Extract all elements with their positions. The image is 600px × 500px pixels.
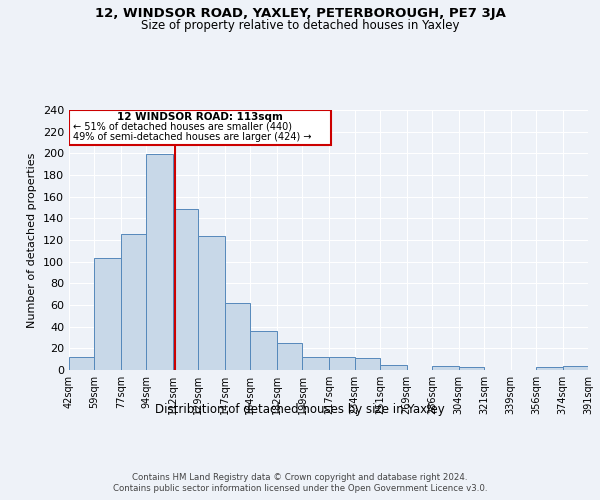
Bar (329, 357, 355, 370)
Text: Contains HM Land Registry data © Crown copyright and database right 2024.: Contains HM Land Registry data © Crown c… (132, 472, 468, 482)
Text: 49% of semi-detached houses are larger (424) →: 49% of semi-detached houses are larger (… (73, 132, 312, 141)
Bar (458, 367, 484, 370)
Text: 12 WINDSOR ROAD: 113sqm: 12 WINDSOR ROAD: 113sqm (117, 112, 283, 122)
Bar (199, 236, 225, 370)
FancyBboxPatch shape (69, 110, 331, 144)
Bar (173, 208, 199, 370)
Bar (225, 303, 250, 370)
Text: Size of property relative to detached houses in Yaxley: Size of property relative to detached ho… (141, 19, 459, 32)
Bar (121, 234, 146, 370)
Bar (536, 367, 563, 370)
Y-axis label: Number of detached properties: Number of detached properties (28, 152, 37, 328)
Bar (94, 258, 121, 370)
Bar (69, 357, 94, 370)
Bar (302, 357, 329, 370)
Bar (563, 366, 588, 370)
Bar (380, 364, 407, 370)
Text: 12, WINDSOR ROAD, YAXLEY, PETERBOROUGH, PE7 3JA: 12, WINDSOR ROAD, YAXLEY, PETERBOROUGH, … (95, 8, 505, 20)
Bar (432, 366, 458, 370)
Text: Distribution of detached houses by size in Yaxley: Distribution of detached houses by size … (155, 402, 445, 415)
Text: Contains public sector information licensed under the Open Government Licence v3: Contains public sector information licen… (113, 484, 487, 493)
Bar (355, 358, 380, 370)
Bar (250, 331, 277, 370)
Text: ← 51% of detached houses are smaller (440): ← 51% of detached houses are smaller (44… (73, 122, 292, 132)
Bar (146, 154, 173, 370)
Bar (277, 343, 302, 370)
